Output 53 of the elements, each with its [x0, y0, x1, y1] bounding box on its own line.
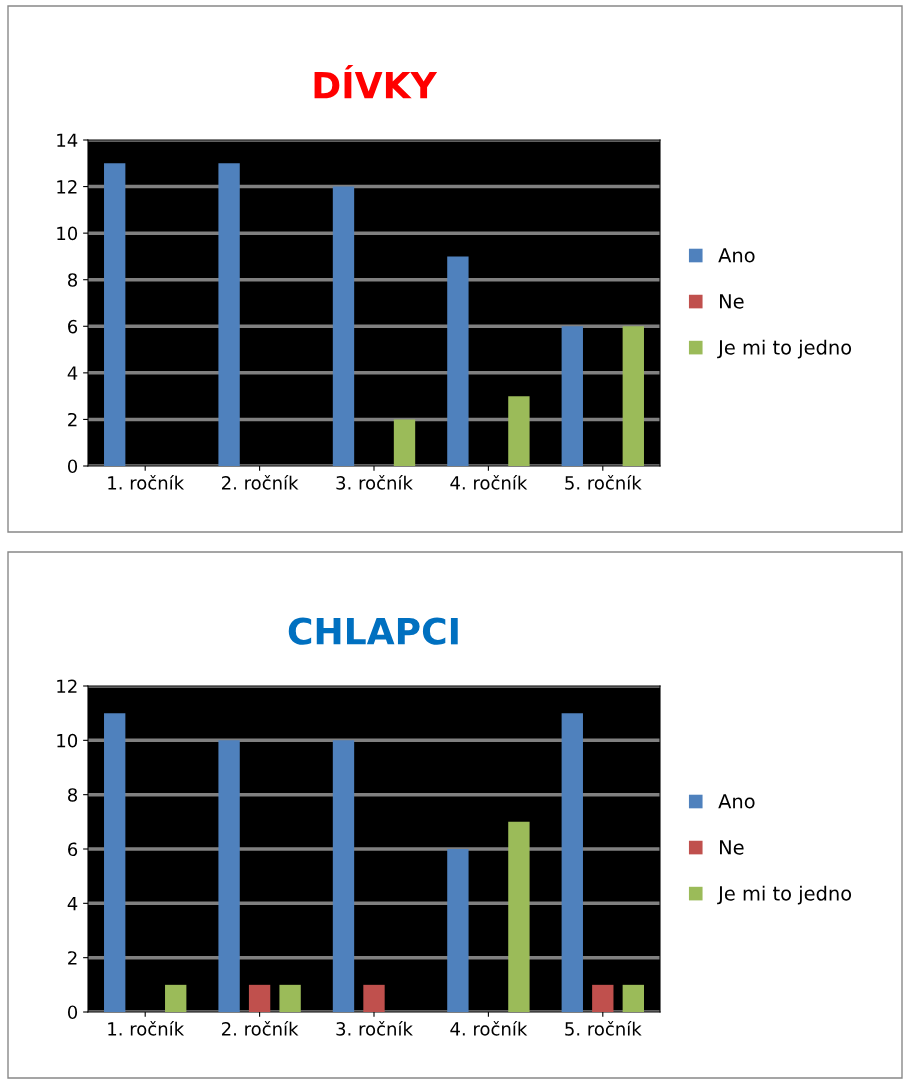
bar	[393, 419, 416, 466]
bar	[622, 984, 644, 1012]
bar	[218, 740, 240, 1012]
x-tick-label: 3. ročník	[336, 1021, 413, 1036]
x-tick-label: 2. ročník	[221, 1021, 299, 1036]
x-tick-label: 4. ročník	[450, 475, 528, 490]
bar	[104, 713, 126, 1012]
y-tick-label: 0	[67, 1005, 78, 1020]
bar	[165, 984, 187, 1012]
bar	[218, 163, 240, 466]
y-tick-label: 2	[68, 412, 77, 427]
legend-label: Je mi to jedno	[717, 885, 852, 905]
bar	[447, 849, 469, 1012]
x-tick-label: 3. ročník	[336, 475, 413, 490]
bar	[104, 163, 126, 466]
bar	[332, 186, 355, 466]
x-tick-label: 5. ročník	[565, 475, 642, 490]
y-tick-label: 12	[57, 180, 77, 194]
bar	[561, 326, 583, 466]
bar	[363, 984, 385, 1012]
x-tick-label: 1. ročník	[108, 1021, 185, 1036]
bar	[592, 984, 614, 1012]
y-tick-label: 0	[67, 459, 78, 474]
y-tick-label: 2	[68, 951, 77, 965]
bar	[447, 256, 469, 466]
y-tick-label: 8	[68, 788, 78, 802]
legend-label: Ne	[720, 840, 744, 855]
bar	[279, 984, 301, 1012]
chart-title: CHLAPCI	[288, 617, 458, 645]
y-tick-label: 4	[67, 366, 78, 380]
y-tick-label: 6	[68, 842, 78, 857]
legend-label: Ne	[720, 294, 744, 309]
y-tick-label: 10	[57, 733, 78, 748]
y-tick-label: 6	[68, 319, 78, 334]
bar	[508, 396, 530, 466]
x-tick-label: 5. ročník	[565, 1021, 642, 1036]
y-tick-label: 12	[57, 679, 77, 693]
chart-title: DÍVKY	[314, 64, 438, 99]
bar	[622, 326, 644, 466]
bar	[561, 713, 583, 1012]
x-tick-label: 4. ročník	[450, 1021, 528, 1036]
legend-label: Ano	[718, 248, 755, 263]
y-tick-label: 8	[68, 273, 78, 287]
y-tick-label: 4	[67, 897, 78, 911]
bar	[508, 821, 530, 1012]
x-tick-label: 2. ročník	[221, 475, 299, 490]
y-tick-label: 14	[57, 133, 78, 147]
legend-label: Ano	[718, 794, 755, 809]
legend-label: Je mi to jedno	[717, 339, 852, 359]
y-tick-label: 10	[57, 226, 78, 241]
x-tick-label: 1. ročník	[108, 475, 185, 490]
bar	[332, 740, 355, 1012]
bar	[248, 984, 271, 1012]
